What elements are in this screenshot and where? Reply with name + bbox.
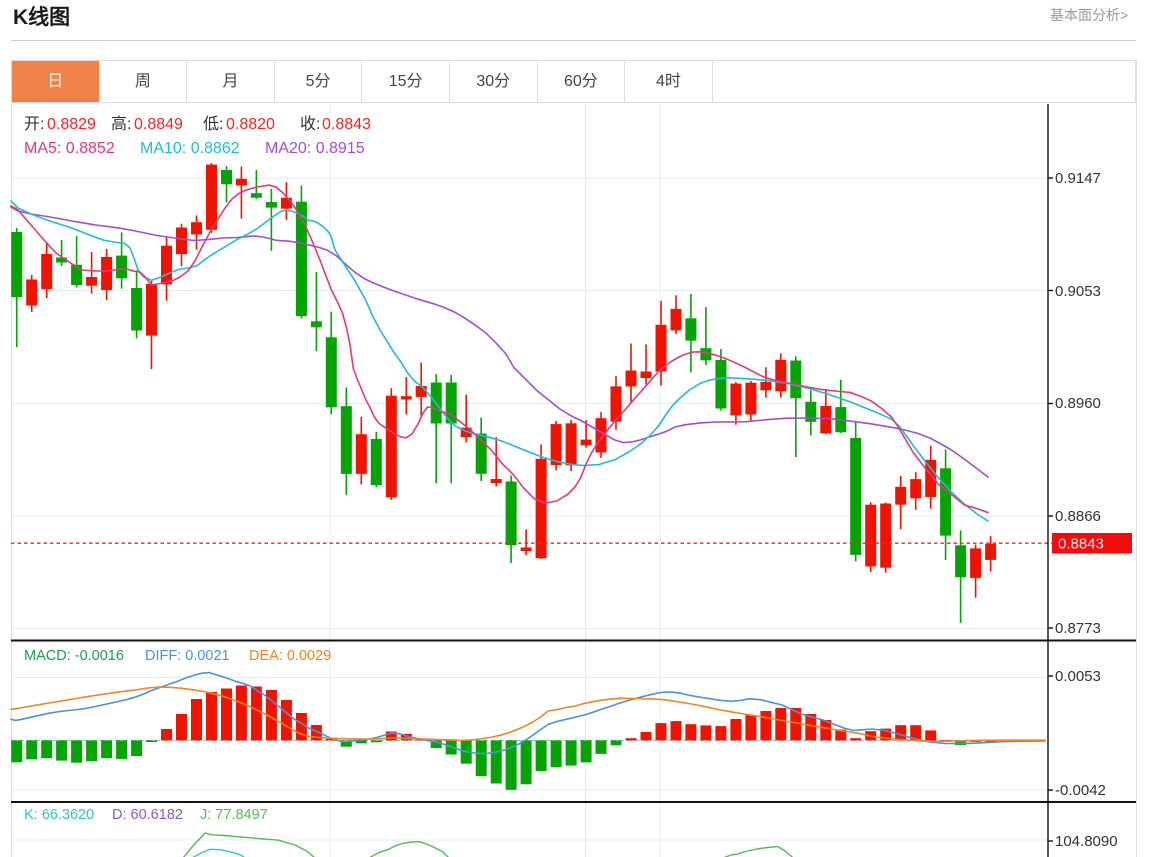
svg-text:0.9053: 0.9053 (1055, 283, 1101, 300)
svg-text:104.8090: 104.8090 (1055, 833, 1118, 850)
svg-text:0.8773: 0.8773 (1055, 620, 1101, 637)
svg-text:0.9147: 0.9147 (1055, 170, 1101, 187)
svg-text:0.8866: 0.8866 (1055, 508, 1101, 525)
svg-text:-0.0042: -0.0042 (1055, 782, 1106, 799)
svg-text:0.8843: 0.8843 (1058, 536, 1104, 553)
svg-text:0.8960: 0.8960 (1055, 395, 1101, 412)
svg-text:0.0053: 0.0053 (1055, 668, 1101, 685)
